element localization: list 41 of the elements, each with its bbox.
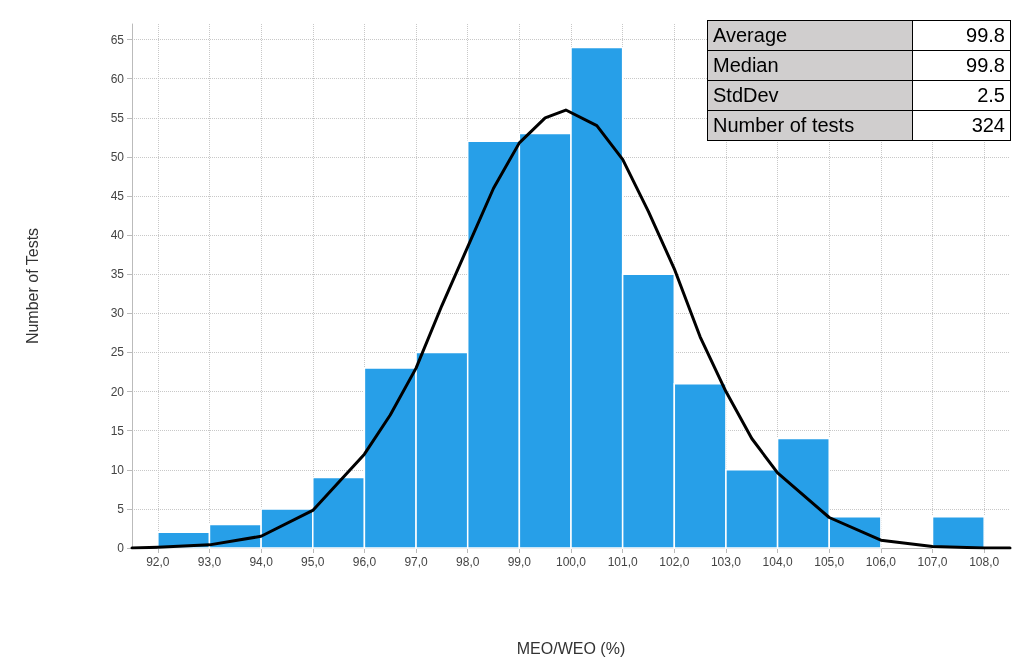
y-tick-label: 65 [110,32,125,47]
annotation: 99.8 [912,20,1011,51]
x-tick-label: 106,0 [865,555,897,569]
annotation: 324 [912,110,1011,141]
y-tick-label: 60 [110,71,125,86]
x-tick-label: 104,0 [762,555,793,569]
x-tick-label: 102,0 [659,555,690,569]
annotation: Number of tests [707,110,913,141]
x-tick-label: 100,0 [555,555,587,569]
annotation: 2.5 [912,80,1011,111]
annotation: Average [707,20,913,51]
x-axis-title: MEO/WEO (%) [516,639,626,657]
x-tick-label: 105,0 [814,555,845,569]
y-tick-label: 25 [110,345,125,360]
y-tick-label: 0 [117,541,125,555]
y-tick-label: 15 [110,423,125,438]
x-tick-label: 92,0 [146,555,170,569]
y-axis-title: Number of Tests [23,227,41,345]
y-tick-label: 55 [110,110,125,125]
y-tick-label: 10 [110,462,125,477]
x-tick-label: 98,0 [456,555,480,569]
x-tick-label: 97,0 [404,555,429,569]
x-tick-label: 95,0 [301,555,325,569]
annotation: StdDev [707,80,913,111]
x-tick-label: 108,0 [969,555,1000,569]
x-tick-label: 99,0 [507,555,532,569]
x-tick-label: 93,0 [197,555,222,569]
x-tick-label: 96,0 [352,555,377,569]
x-tick-label: 103,0 [710,555,742,569]
y-tick-label: 5 [117,501,125,516]
y-tick-label: 20 [110,384,125,399]
annotation: Median [707,50,913,81]
y-tick-label: 35 [110,267,125,282]
y-tick-label: 30 [110,306,125,321]
y-tick-label: 45 [110,189,125,204]
x-tick-label: 107,0 [917,555,948,569]
y-tick-label: 40 [110,228,125,243]
x-tick-label: 94,0 [249,555,274,569]
y-tick-label: 50 [110,149,125,164]
annotation: 99.8 [912,50,1011,81]
x-tick-label: 101,0 [607,555,638,569]
